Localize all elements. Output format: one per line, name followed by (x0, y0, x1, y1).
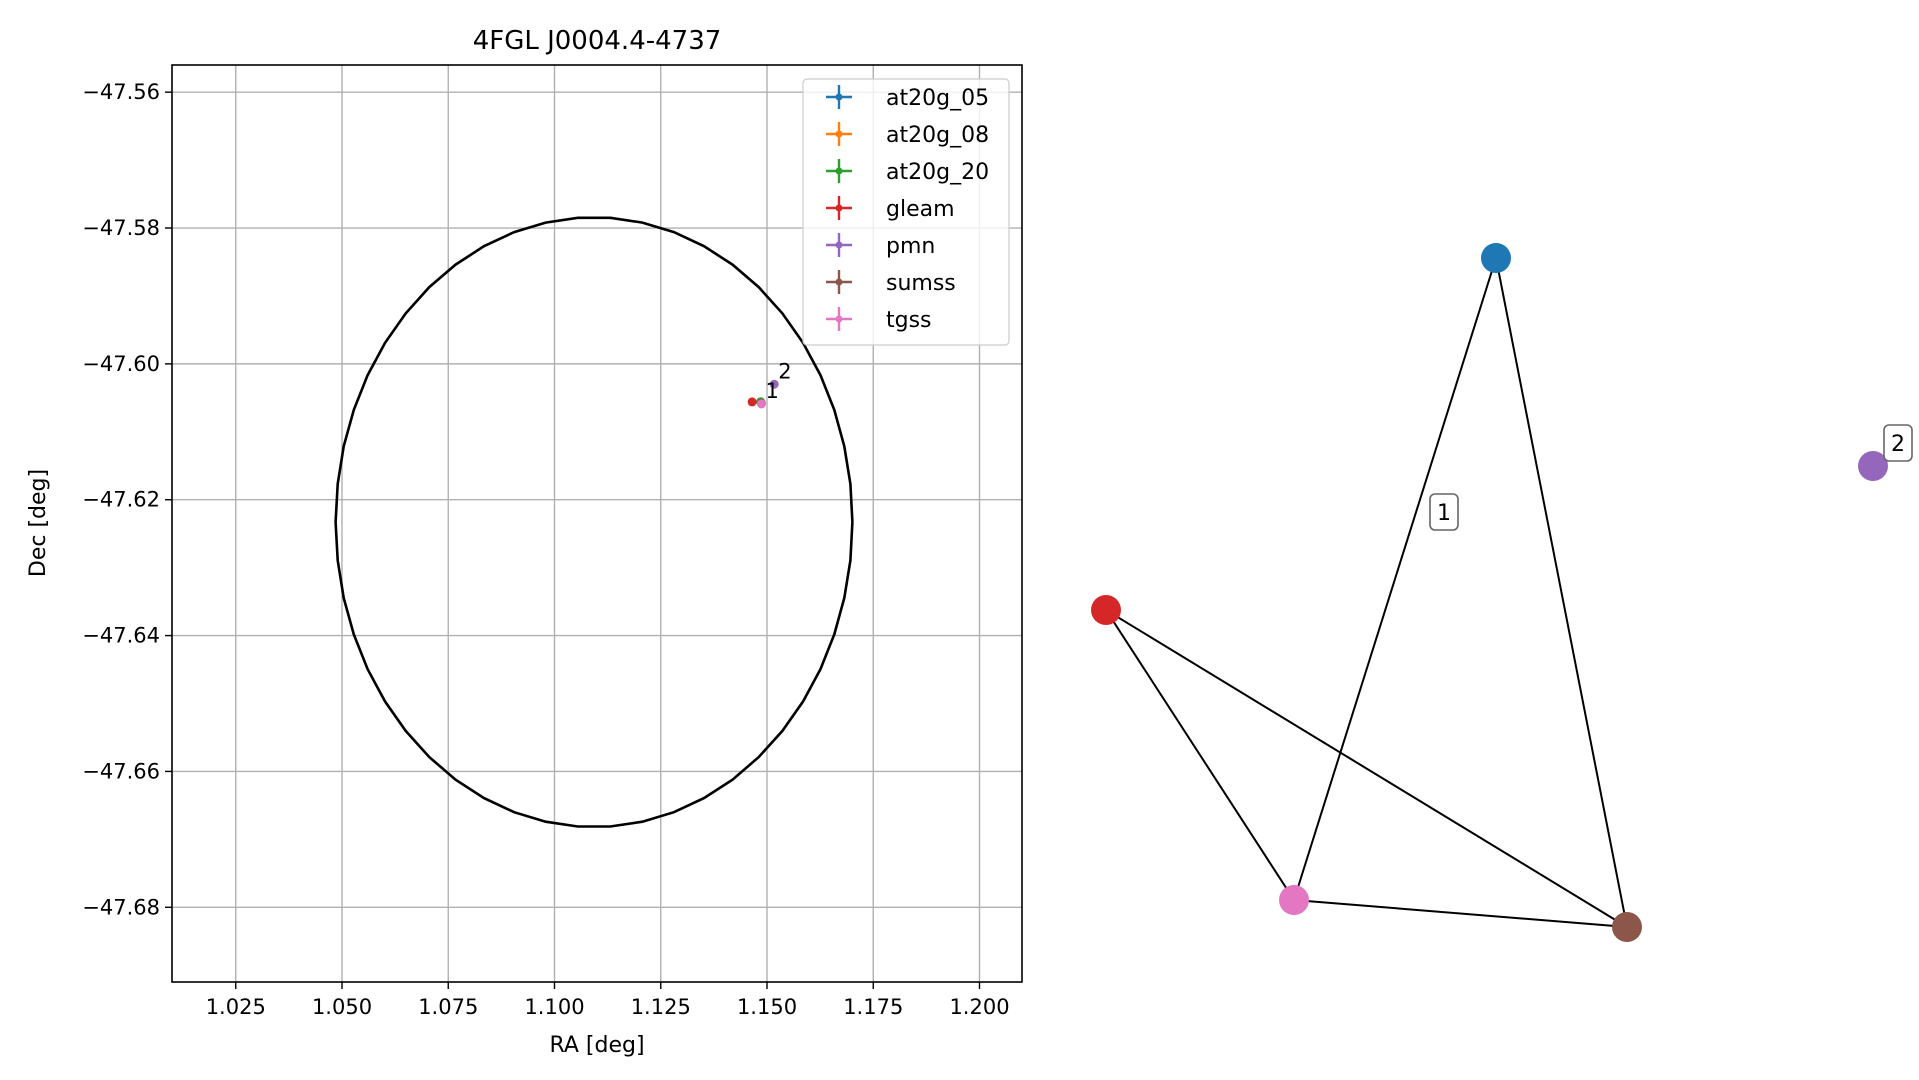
x-tick-label: 1.050 (312, 995, 372, 1019)
edge-at20g-tgss (1293, 257, 1497, 901)
legend-label-at20g_05: at20g_05 (886, 86, 989, 111)
cluster-label-box (1429, 493, 1459, 531)
point-gleam (747, 397, 757, 407)
x-tick-label: 1.150 (737, 995, 797, 1019)
cluster-label: 1 (1437, 501, 1451, 526)
ellipse-outline (334, 216, 854, 828)
y-axis-ticks: −47.56 −47.58 −47.60 −47.62 −47.64 −47.66 −47.… (82, 80, 172, 919)
edge-gleam-sumss (1105, 609, 1628, 928)
x-tick-label: 1.125 (631, 995, 691, 1019)
x-tick-label: 1.075 (418, 995, 478, 1019)
x-tick-label: 1.025 (206, 995, 266, 1019)
y-tick-label: −47.58 (82, 216, 160, 240)
x-tick-label: 1.100 (524, 995, 584, 1019)
grid (172, 65, 1022, 982)
node-at20g (1481, 243, 1511, 273)
y-tick-label: −47.66 (82, 759, 160, 783)
cluster-label: 2 (1891, 432, 1905, 457)
annotation-label: 1 (765, 379, 778, 403)
legend-marker-dot (835, 241, 843, 249)
localization-ellipse (334, 216, 854, 828)
legend-label-pmn: pmn (886, 234, 935, 259)
chart-title: 4FGL J0004.4-4737 (473, 26, 722, 56)
edge-gleam-tgss (1105, 609, 1295, 901)
node-sumss (1612, 912, 1642, 942)
edge-tgss-sumss (1293, 899, 1628, 928)
legend-label-gleam: gleam (886, 197, 955, 222)
legend-marker-dot (835, 167, 843, 175)
legend-label-at20g_08: at20g_08 (886, 123, 989, 148)
node-tgss (1279, 885, 1309, 915)
x-tick-label: 1.175 (843, 995, 903, 1019)
node-pmn (1858, 451, 1888, 481)
scatter-panel: 4FGL J0004.4-4737 12 1.025 1.050 1.075 1.10… (26, 26, 1023, 1058)
x-axis-label: RA [deg] (549, 1033, 644, 1058)
y-tick-label: −47.56 (82, 80, 160, 104)
legend-label-at20g_20: at20g_20 (886, 160, 989, 185)
y-tick-label: −47.62 (82, 488, 160, 512)
legend-label-sumss: sumss (886, 271, 956, 296)
point-annotations: 12 (765, 359, 791, 403)
plot-frame (171, 64, 1023, 983)
y-tick-label: −47.68 (82, 895, 160, 919)
network-nodes (1091, 243, 1888, 942)
y-tick-label: −47.60 (82, 352, 160, 376)
cluster-label-box (1883, 424, 1913, 462)
legend-marker-dot (835, 204, 843, 212)
node-gleam (1091, 595, 1121, 625)
x-tick-label: 1.200 (949, 995, 1009, 1019)
legend-marker-dot (835, 130, 843, 138)
legend-label-tgss: tgss (886, 308, 932, 333)
legend-marker-dot (835, 315, 843, 323)
annotation-label: 2 (778, 359, 791, 383)
x-axis-ticks: 1.025 1.050 1.075 1.100 1.125 1.150 1.175 1.200 (206, 982, 1010, 1019)
edge-at20g-sumss (1495, 257, 1628, 928)
y-tick-label: −47.64 (82, 624, 160, 648)
cluster-labels: 12 (1429, 424, 1913, 531)
legend-marker-dot (835, 93, 843, 101)
legend-box (802, 78, 1010, 346)
network-edges (1105, 257, 1628, 928)
network-panel: 12 (1091, 243, 1913, 942)
point-pmn (769, 379, 779, 389)
point-tgss (756, 399, 766, 409)
y-axis-label: Dec [deg] (26, 469, 51, 577)
data-points (747, 379, 779, 409)
legend-marker-dot (835, 278, 843, 286)
